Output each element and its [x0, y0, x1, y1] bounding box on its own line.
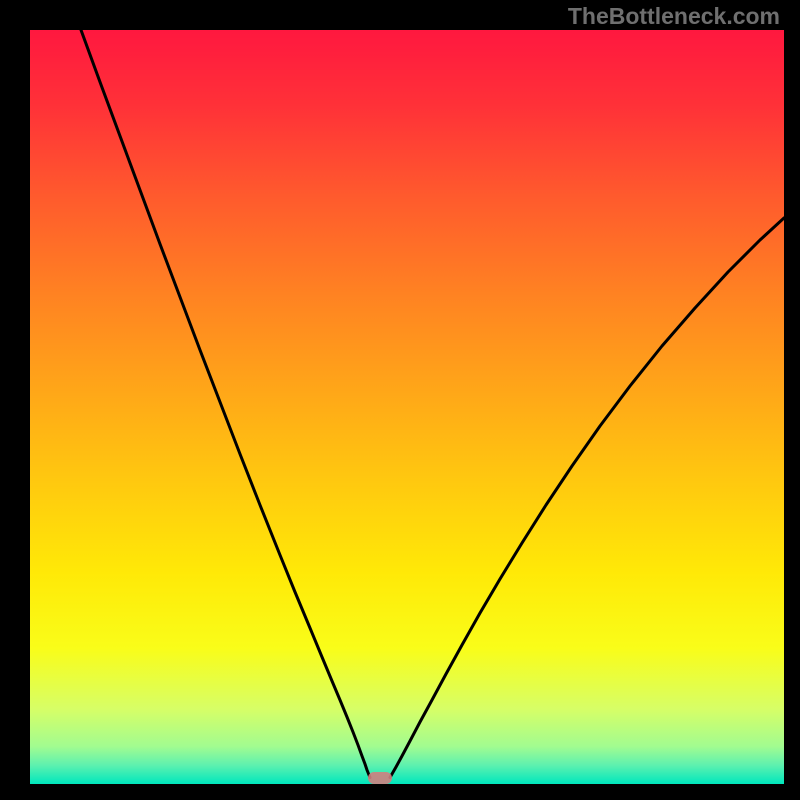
- chart-frame: TheBottleneck.com: [0, 0, 800, 800]
- optimum-marker: [368, 772, 392, 784]
- watermark-text: TheBottleneck.com: [568, 3, 780, 30]
- bottleneck-chart: [30, 30, 784, 784]
- plot-area: [30, 30, 784, 784]
- gradient-background: [30, 30, 784, 784]
